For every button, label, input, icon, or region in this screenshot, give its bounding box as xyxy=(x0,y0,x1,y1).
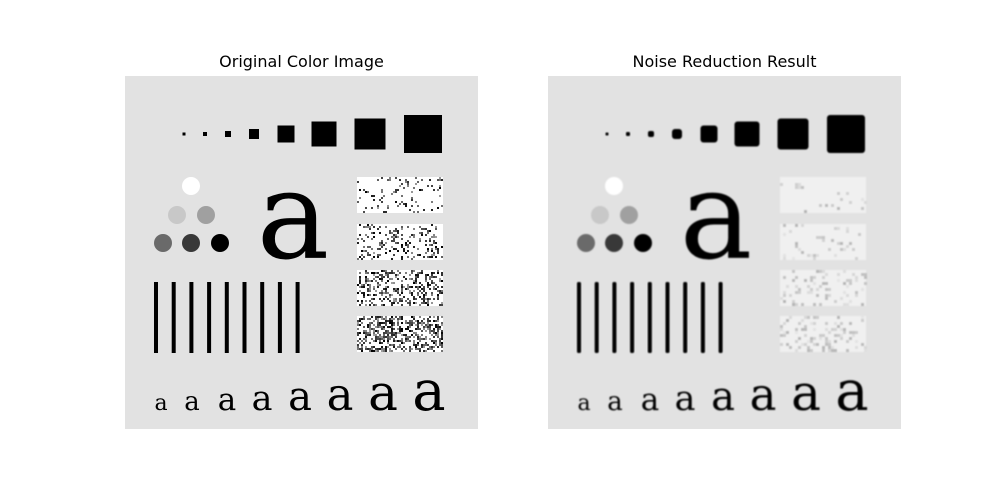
small-glyph-7: a xyxy=(368,364,398,422)
small-glyph-2: a xyxy=(184,387,200,417)
square-3 xyxy=(225,131,231,137)
gray-circle-2 xyxy=(591,206,609,224)
gray-circle-5 xyxy=(605,234,623,252)
square-1 xyxy=(605,132,609,136)
small-glyph-2: a xyxy=(607,387,623,417)
vertical-bar-6 xyxy=(242,282,247,353)
square-7 xyxy=(777,118,809,150)
noise-patch-2 xyxy=(357,224,443,260)
vertical-bar-9 xyxy=(718,282,723,353)
small-glyph-6: a xyxy=(750,368,777,421)
gray-circle-1 xyxy=(182,177,200,195)
square-4 xyxy=(249,129,259,139)
small-glyph-4: a xyxy=(252,379,273,419)
square-2 xyxy=(203,132,207,136)
vertical-bar-4 xyxy=(630,282,635,353)
small-glyph-8: a xyxy=(412,359,445,424)
right-panel-title: Noise Reduction Result xyxy=(632,52,817,71)
small-glyph-4: a xyxy=(675,379,696,419)
left-panel-title: Original Color Image xyxy=(219,52,384,71)
vertical-bar-3 xyxy=(612,282,617,353)
gray-circle-4 xyxy=(577,234,595,252)
noise-patch-1 xyxy=(780,177,867,213)
vertical-bar-8 xyxy=(700,282,705,353)
square-2 xyxy=(626,132,630,136)
square-3 xyxy=(648,131,654,137)
large-glyph: a xyxy=(257,145,330,287)
gray-circle-6 xyxy=(211,234,229,252)
square-8 xyxy=(827,115,865,153)
original-test-pattern: aa a a a a a a a xyxy=(125,76,478,429)
square-5 xyxy=(700,125,718,143)
noise-patch-3 xyxy=(780,270,867,306)
vertical-bar-4 xyxy=(207,282,212,353)
square-7 xyxy=(354,118,386,150)
small-glyph-7: a xyxy=(791,364,821,422)
large-glyph: a xyxy=(680,145,753,287)
vertical-bar-7 xyxy=(260,282,265,353)
vertical-bar-1 xyxy=(577,282,581,353)
gray-circle-5 xyxy=(182,234,200,252)
small-glyph-3: a xyxy=(218,382,236,418)
vertical-bar-3 xyxy=(189,282,194,353)
square-6 xyxy=(734,121,760,147)
gray-circle-3 xyxy=(197,206,215,224)
small-glyph-6: a xyxy=(327,368,354,421)
vertical-bar-2 xyxy=(594,282,599,353)
noise-patch-1 xyxy=(357,177,443,213)
vertical-bar-2 xyxy=(171,282,176,353)
square-6 xyxy=(311,121,337,147)
noise-patch-4 xyxy=(357,316,443,352)
gray-circle-4 xyxy=(154,234,172,252)
gray-circle-1 xyxy=(605,177,623,195)
small-glyph-5: a xyxy=(288,374,312,420)
vertical-bar-5 xyxy=(224,282,229,353)
vertical-bar-9 xyxy=(295,282,300,353)
square-1 xyxy=(182,132,186,136)
gray-circle-3 xyxy=(620,206,638,224)
vertical-bar-7 xyxy=(683,282,688,353)
gray-circle-6 xyxy=(634,234,652,252)
square-4 xyxy=(672,129,682,139)
noise-patch-4 xyxy=(780,316,867,352)
small-glyph-8: a xyxy=(835,359,868,424)
small-glyph-3: a xyxy=(641,382,659,418)
small-glyph-1: a xyxy=(154,391,167,416)
denoised-test-pattern: aa a a a a a a a xyxy=(548,76,901,429)
vertical-bar-1 xyxy=(154,282,158,353)
vertical-bar-5 xyxy=(647,282,652,353)
small-glyph-5: a xyxy=(711,374,735,420)
square-5 xyxy=(277,125,295,143)
small-glyph-1: a xyxy=(577,391,590,416)
vertical-bar-6 xyxy=(665,282,670,353)
gray-circle-2 xyxy=(168,206,186,224)
noise-patch-3 xyxy=(357,270,443,306)
square-8 xyxy=(404,115,442,153)
noise-patch-2 xyxy=(780,224,866,260)
vertical-bar-8 xyxy=(277,282,282,353)
